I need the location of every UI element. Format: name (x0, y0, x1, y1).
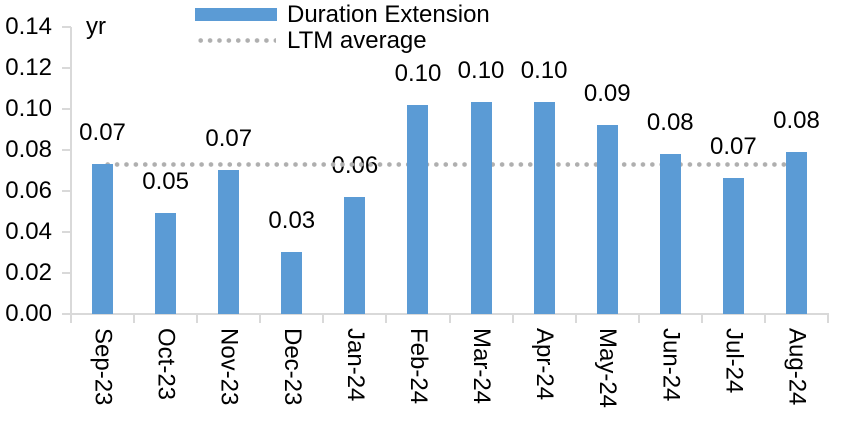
bar-dec-23 (281, 252, 303, 314)
bar-mar-24 (470, 102, 492, 314)
bar-apr-24 (533, 102, 555, 314)
x-axis-tick-mark (133, 314, 136, 323)
x-axis-tick-mark (763, 314, 766, 323)
x-axis-tick-mark (196, 314, 199, 323)
x-axis-tick-mark (448, 314, 451, 323)
y-axis-tick-mark (62, 230, 71, 233)
y-axis-tick-label: 0.10 (5, 94, 52, 122)
bar-value-label: 0.10 (520, 57, 568, 85)
x-axis-tick-mark (70, 314, 72, 323)
x-axis-tick-mark (259, 314, 262, 323)
bar-value-label: 0.10 (394, 59, 442, 87)
legend-label-duration-extension: Duration Extension (287, 1, 490, 28)
y-axis-tick-label: 0.06 (5, 176, 52, 204)
y-axis-tick-mark (62, 25, 71, 28)
x-axis-label-apr-24: Apr-24 (531, 328, 559, 401)
bar-may-24 (596, 125, 618, 314)
bar-feb-24 (407, 104, 429, 314)
bar-value-label: 0.05 (142, 168, 189, 196)
y-axis-tick-mark (62, 313, 71, 315)
bar-nov-23 (218, 170, 240, 314)
dotted-line-swatch (196, 38, 276, 43)
bar-value-label: 0.07 (710, 133, 757, 161)
x-axis-tick-mark (385, 314, 388, 323)
bar-value-label: 0.07 (79, 119, 126, 147)
y-axis-tick-label: 0.02 (5, 258, 52, 286)
x-axis-tick-mark (322, 314, 325, 323)
bar-value-label: 0.08 (646, 108, 694, 136)
x-axis-tick-mark (700, 314, 703, 323)
bar-jul-24 (722, 178, 744, 314)
bar-series-swatch (195, 8, 277, 21)
y-axis-tick-mark (62, 189, 71, 192)
y-axis-tick-mark (62, 66, 71, 69)
bar-aug-24 (785, 151, 807, 314)
y-axis-tick-label: 0.00 (5, 300, 52, 327)
legend-label-ltm-average: LTM average (287, 27, 427, 54)
bar-value-label: 0.07 (205, 125, 253, 153)
x-axis-label-may-24: May-24 (594, 328, 622, 409)
y-axis-tick-label: 0.04 (5, 217, 52, 245)
x-axis-label-jul-24: Jul-24 (720, 328, 748, 394)
x-axis-label-oct-23: Oct-23 (152, 328, 180, 401)
y-axis-unit-label: yr (86, 13, 106, 40)
x-axis-tick-mark (827, 314, 829, 323)
ltm-average-line (102, 161, 797, 167)
x-axis-label-jan-24: Jan-24 (341, 328, 369, 402)
bar-jun-24 (659, 153, 681, 314)
x-axis-label-feb-24: Feb-24 (404, 328, 432, 405)
y-axis-tick-mark (62, 107, 71, 110)
x-axis-label-jun-24: Jun-24 (657, 328, 685, 402)
bar-sep-23 (92, 164, 114, 314)
y-axis-tick-label: 0.14 (5, 12, 52, 40)
y-axis-tick-label: 0.08 (5, 135, 52, 163)
x-axis-label-sep-23: Sep-23 (89, 328, 117, 406)
x-axis-label-mar-24: Mar-24 (468, 328, 496, 405)
bar-value-label: 0.03 (268, 207, 316, 235)
bar-value-label: 0.10 (457, 57, 505, 85)
bar-oct-23 (155, 213, 177, 314)
x-axis-tick-mark (511, 314, 514, 323)
y-axis-tick-label: 0.12 (5, 53, 52, 81)
y-axis-line (70, 26, 72, 323)
bar-jan-24 (344, 196, 366, 314)
x-axis-label-dec-23: Dec-23 (278, 328, 306, 406)
x-axis-tick-mark (574, 314, 577, 323)
y-axis-tick-mark (62, 271, 71, 274)
x-axis-label-aug-24: Aug-24 (783, 328, 811, 406)
bar-value-label: 0.08 (773, 106, 820, 134)
bar-value-label: 0.09 (583, 80, 631, 108)
y-axis-tick-mark (62, 148, 71, 151)
x-axis-tick-mark (637, 314, 640, 323)
x-axis-label-nov-23: Nov-23 (215, 328, 243, 406)
